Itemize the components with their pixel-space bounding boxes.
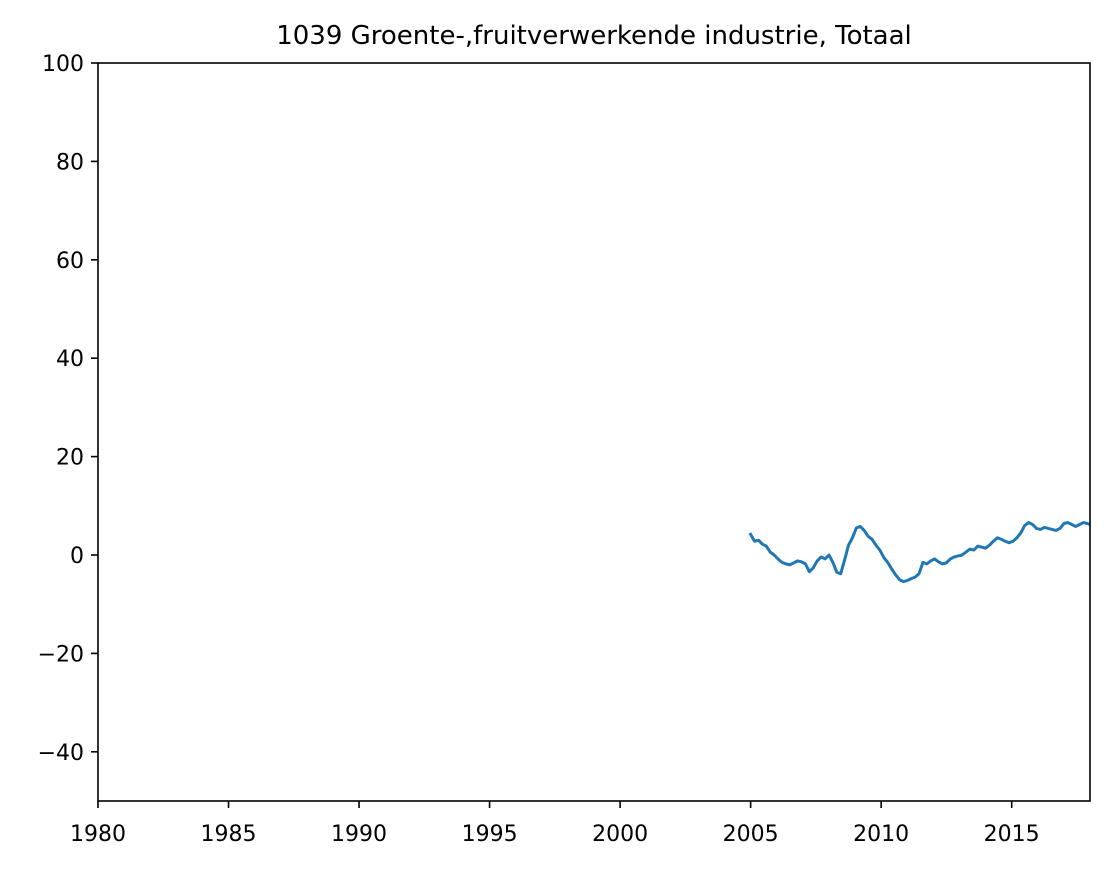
x-tick-label: 1995 [462,822,518,847]
chart-title: 1039 Groente-,fruitverwerkende industrie… [276,21,912,51]
x-tick-label: 1990 [331,822,387,847]
series-line-0 [748,521,1090,584]
y-tick-label: 80 [56,150,84,175]
y-tick-label: −20 [38,642,84,667]
x-tick-label: 2000 [592,822,648,847]
x-tick-label: 2005 [723,822,779,847]
y-tick-label: 20 [56,446,84,471]
x-tick-label: 2010 [853,822,909,847]
axes-frame [97,62,1091,802]
x-tick-label: 1985 [201,822,257,847]
x-tick-label: 2015 [984,822,1040,847]
y-tick-label: 40 [56,347,84,372]
x-tick-label: 1980 [70,822,126,847]
y-tick-label: 0 [70,544,84,569]
y-tick-label: −40 [38,741,84,766]
y-tick-label: 60 [56,249,84,274]
plot-area: 1980 1985 1990 1995 2000 2005 2010 2015 −40 −20 0 2… [38,52,1091,847]
y-tick-label: 100 [42,52,84,77]
